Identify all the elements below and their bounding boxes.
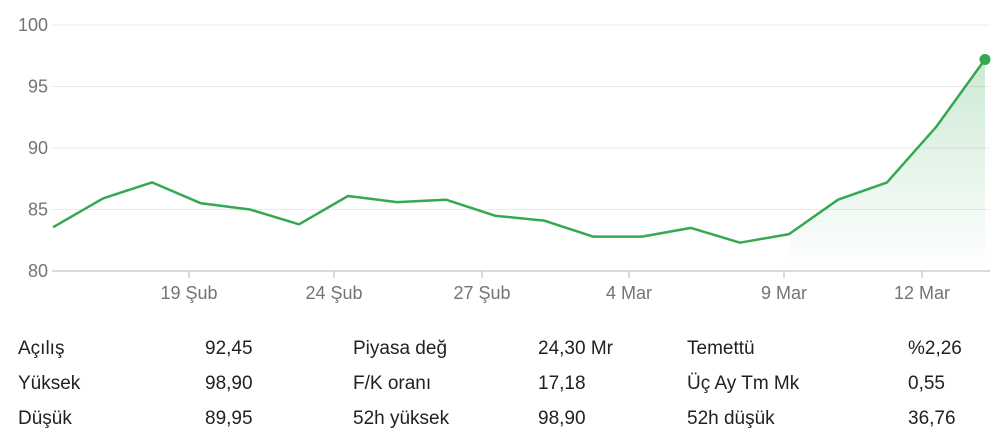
- y-tick-label: 100: [18, 15, 48, 35]
- stat-dividend-value: %2,26: [908, 338, 962, 359]
- x-tick-label: 19 Şub: [160, 283, 217, 303]
- stat-52w-high-value: 98,90: [538, 408, 586, 429]
- x-tick-label: 27 Şub: [453, 283, 510, 303]
- stat-three-month-label: Üç Ay Tm Mk: [687, 373, 800, 394]
- x-tick-label: 24 Şub: [305, 283, 362, 303]
- stats-row-1: Açılış 92,45 Piyasa değ 24,30 Mr Temettü…: [0, 338, 1003, 372]
- y-tick-label: 80: [28, 261, 48, 281]
- stat-dividend-label: Temettü: [687, 338, 755, 359]
- stat-market-cap-value: 24,30 Mr: [538, 338, 613, 359]
- stat-low-label: Düşük: [18, 408, 72, 429]
- stats-row-2: Yüksek 98,90 F/K oranı 17,18 Üç Ay Tm Mk…: [0, 373, 1003, 407]
- stat-market-cap-label: Piyasa değ: [353, 338, 448, 359]
- stat-pe-ratio-value: 17,18: [538, 373, 586, 394]
- stat-high-label: Yüksek: [18, 373, 81, 394]
- y-tick-label: 85: [28, 200, 48, 220]
- series-line: [52, 58, 987, 244]
- series-area: [789, 59, 985, 272]
- stat-52w-low-value: 36,76: [908, 408, 956, 429]
- x-tick-label: 12 Mar: [894, 283, 950, 303]
- last-point-marker: [979, 53, 991, 65]
- y-tick-label: 95: [28, 77, 48, 97]
- stat-52w-low-label: 52h düşük: [687, 408, 775, 429]
- y-tick-label: 90: [28, 138, 48, 158]
- stat-open-label: Açılış: [18, 338, 65, 359]
- stat-low-value: 89,95: [205, 408, 253, 429]
- x-tick-label: 9 Mar: [761, 283, 807, 303]
- x-tick-label: 4 Mar: [606, 283, 652, 303]
- price-chart: 100 95 90 85 80 19 Şub 24 Şub 27 Şub 4 Mar 9 Mar 1…: [18, 15, 991, 303]
- stat-open-value: 92,45: [205, 338, 253, 359]
- stats-row-3: Düşük 89,95 52h yüksek 98,90 52h düşük 3…: [0, 408, 1003, 442]
- stats-table: Açılış 92,45 Piyasa değ 24,30 Mr Temettü…: [0, 330, 1003, 448]
- stat-pe-ratio-label: F/K oranı: [353, 373, 432, 394]
- stat-52w-high-label: 52h yüksek: [353, 408, 450, 429]
- stat-three-month-value: 0,55: [908, 373, 945, 394]
- stat-high-value: 98,90: [205, 373, 253, 394]
